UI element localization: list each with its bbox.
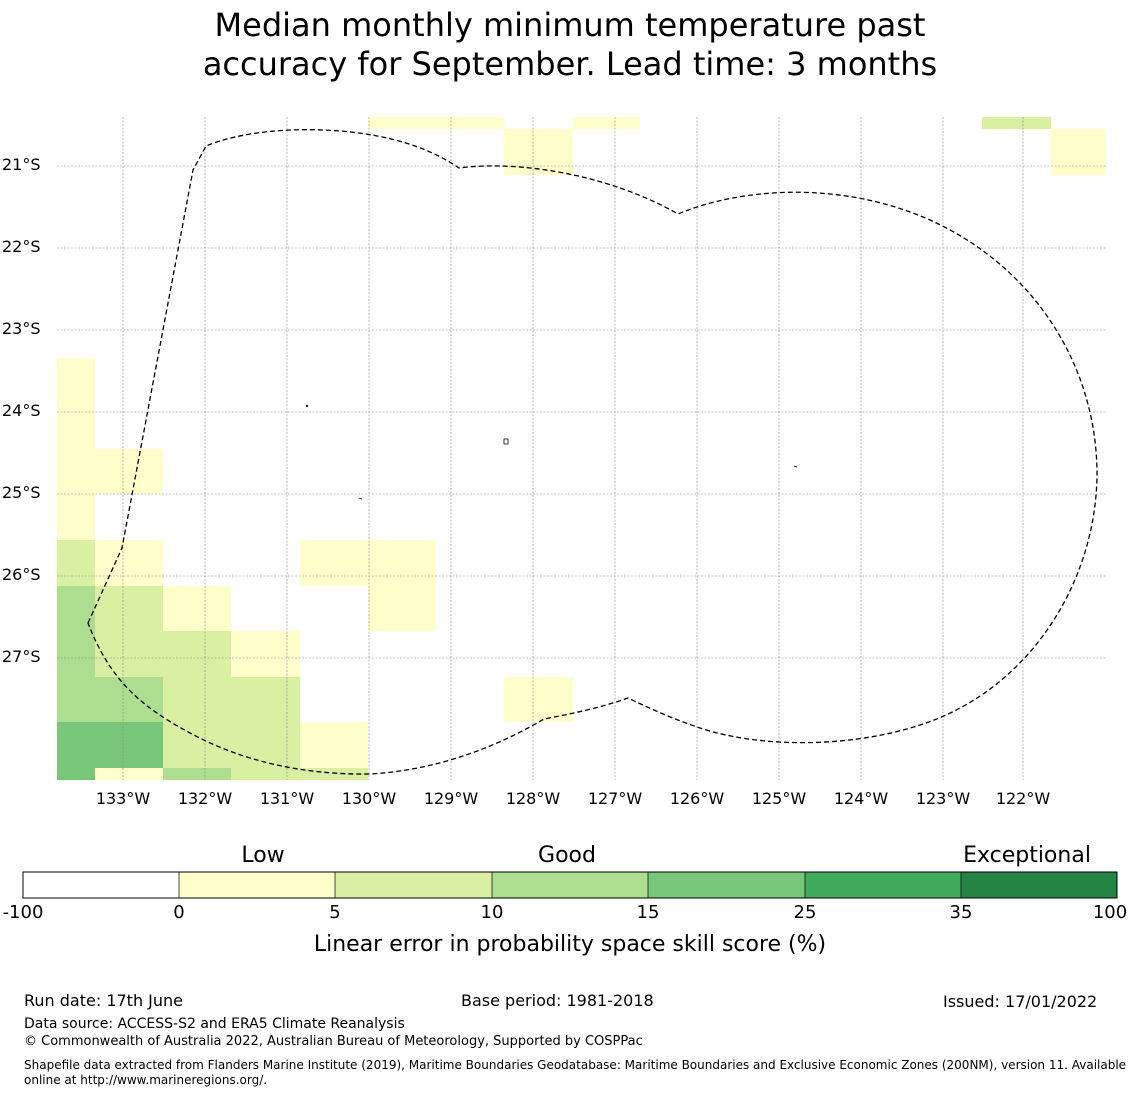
colorbar-tick: 35	[949, 902, 973, 923]
skill-cell	[57, 586, 95, 677]
skill-cell	[504, 677, 573, 722]
lon-label: 128°W	[505, 789, 561, 808]
colorbar-tick: -100	[2, 902, 44, 923]
lat-label: 21°S	[2, 155, 41, 174]
shapefile-credit: Shapefile data extracted from Flanders M…	[24, 1058, 1127, 1087]
skill-cell	[573, 117, 640, 129]
skill-cell	[57, 540, 95, 586]
title-line-1: Median monthly minimum temperature past	[214, 6, 926, 44]
chart-title: Median monthly minimum temperature past …	[0, 6, 1140, 84]
skill-cell	[95, 768, 163, 780]
lon-label: 131°W	[259, 789, 315, 808]
skill-cell	[163, 631, 231, 677]
skill-cell	[163, 586, 231, 631]
colorbar-tick: 5	[329, 902, 341, 923]
lon-label: 124°W	[833, 789, 889, 808]
skill-cell	[95, 540, 163, 586]
lon-label: 127°W	[587, 789, 643, 808]
skill-cell	[368, 117, 504, 129]
lat-label: 22°S	[2, 237, 41, 256]
skill-cell	[163, 677, 300, 768]
skill-cell	[231, 768, 300, 780]
lon-label: 132°W	[177, 789, 233, 808]
skill-cell	[57, 722, 163, 768]
skill-cell	[163, 768, 231, 780]
skill-cell	[300, 722, 368, 768]
skill-cell	[368, 586, 436, 631]
map-gridlines	[57, 117, 1106, 780]
lon-label: 122°W	[995, 789, 1051, 808]
skill-cell	[57, 677, 163, 722]
skill-cell	[57, 768, 95, 780]
skill-cell	[95, 586, 163, 677]
data-source: Data source: ACCESS-S2 and ERA5 Climate …	[24, 1016, 405, 1032]
colorbar-title: Linear error in probability space skill …	[313, 932, 827, 957]
skill-cell	[95, 449, 163, 494]
lat-label: 27°S	[2, 647, 41, 666]
colorbar-tick: 10	[480, 902, 504, 923]
colorbar-category-good: Good	[538, 843, 596, 868]
islands	[305, 404, 798, 500]
skill-cell	[300, 540, 436, 586]
lat-label: 26°S	[2, 565, 41, 584]
eez-boundary	[87, 129, 1098, 775]
colorbar-tick: 15	[636, 902, 660, 923]
lat-label: 24°S	[2, 401, 41, 420]
copyright: © Commonwealth of Australia 2022, Austra…	[24, 1034, 643, 1049]
run-date: Run date: 17th June	[24, 991, 184, 1010]
issued-date: Issued: 17/01/2022	[943, 992, 1098, 1011]
lon-label: 130°W	[341, 789, 397, 808]
colorbar-category-exceptional: Exceptional	[963, 843, 1091, 868]
colorbar-tick: 25	[793, 902, 817, 923]
base-period: Base period: 1981-2018	[461, 991, 654, 1010]
lon-label: 123°W	[915, 789, 971, 808]
colorbar	[22, 871, 1118, 899]
lat-label: 23°S	[2, 319, 41, 338]
lat-label: 25°S	[2, 483, 41, 502]
colorbar-category-low: Low	[241, 843, 285, 868]
colorbar-tick: 100	[1092, 902, 1128, 923]
lon-label: 126°W	[669, 789, 725, 808]
skill-cell	[57, 358, 95, 540]
colorbar-tick: 0	[173, 902, 185, 923]
skill-cell	[1051, 129, 1106, 175]
lon-label: 129°W	[423, 789, 479, 808]
title-line-2: accuracy for September. Lead time: 3 mon…	[202, 45, 938, 83]
lon-label: 133°W	[95, 789, 151, 808]
skill-cell	[504, 129, 573, 175]
skill-cells	[57, 117, 1106, 780]
skill-cell	[231, 631, 300, 677]
skill-cell	[982, 117, 1051, 129]
lon-label: 125°W	[751, 789, 807, 808]
